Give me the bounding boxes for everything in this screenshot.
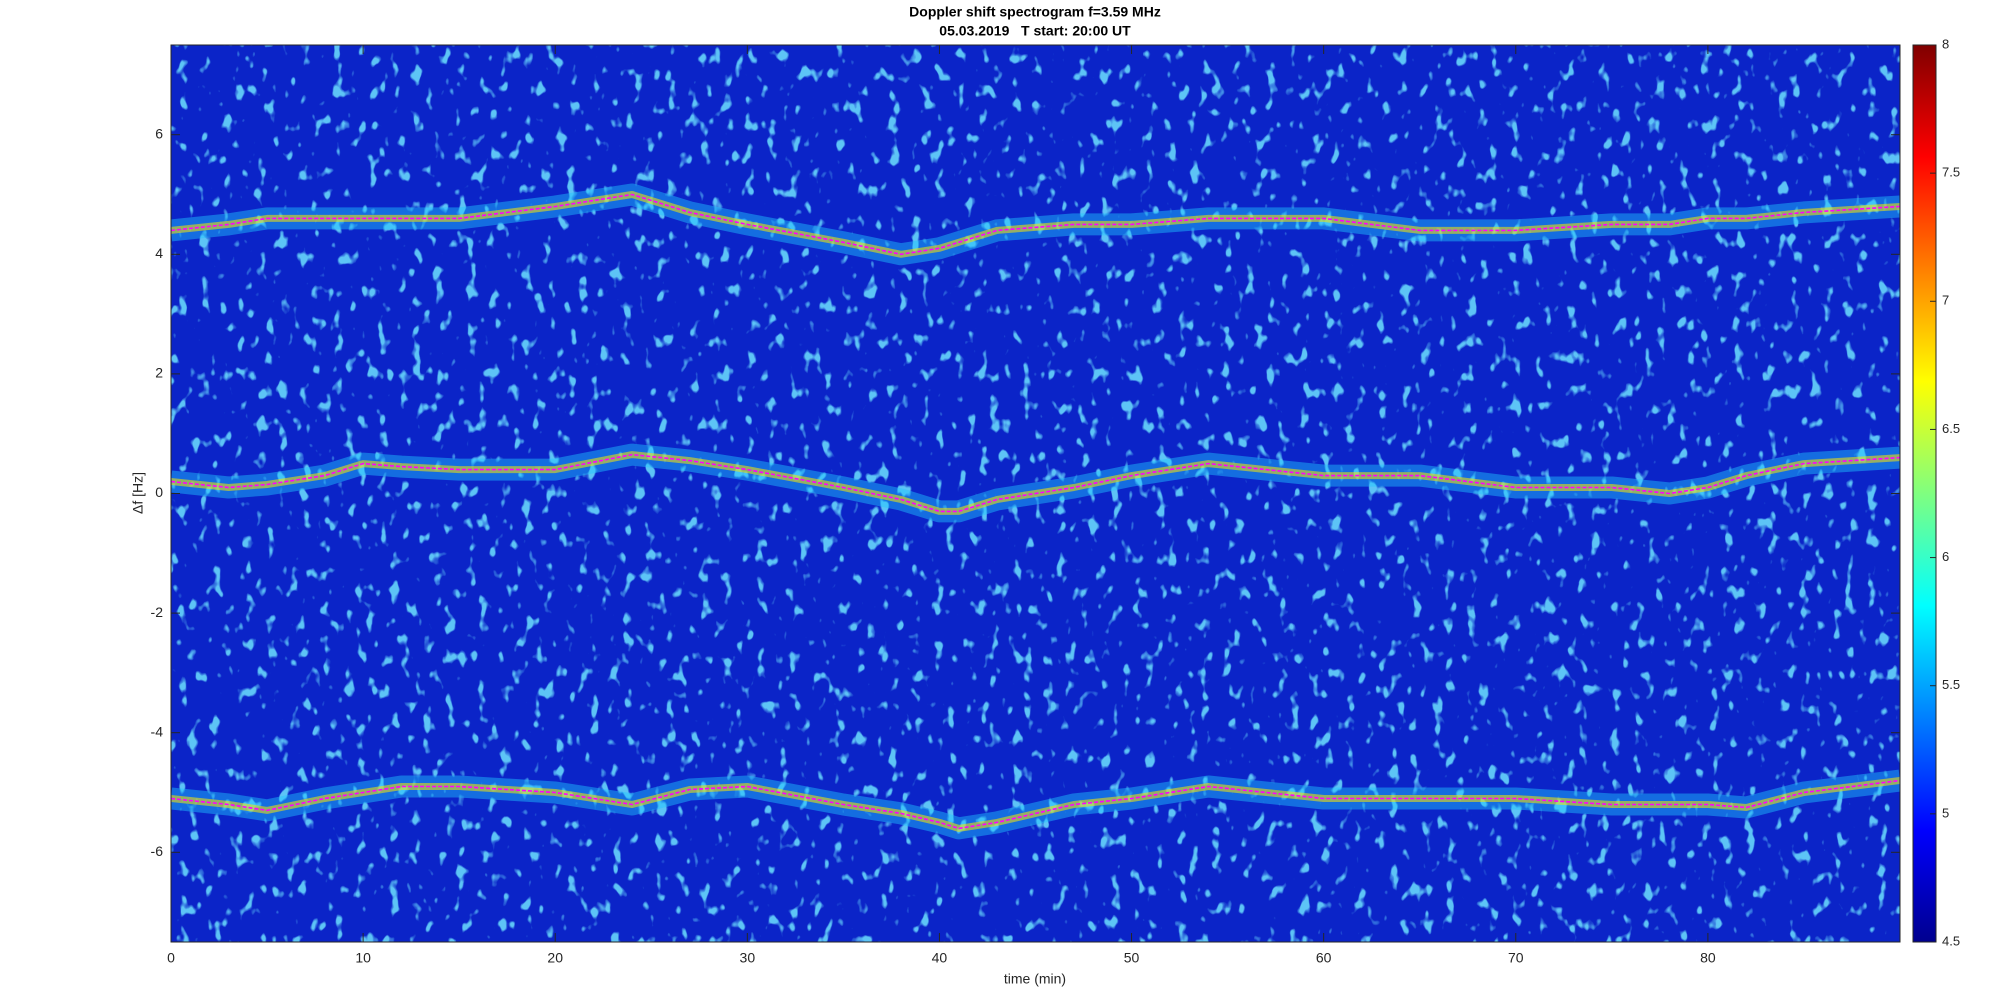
- y-axis-label: Δf [Hz]: [130, 472, 146, 514]
- colorbar-tick-label: 6: [1942, 549, 1949, 564]
- x-tick-label: 60: [1316, 950, 1332, 966]
- y-tick-label: -4: [151, 723, 164, 739]
- colorbar-tick-label: 5.5: [1942, 677, 1960, 692]
- colorbar-tick-label: 7.5: [1942, 165, 1960, 180]
- x-tick-label: 70: [1508, 950, 1524, 966]
- x-tick-label: 50: [1124, 950, 1140, 966]
- trace-line: [171, 779, 1900, 830]
- y-tick-label: 6: [155, 125, 163, 141]
- chart-title: Doppler shift spectrogram f=3.59 MHz: [909, 4, 1161, 20]
- chart-subtitle: 05.03.2019 T start: 20:00 UT: [939, 23, 1131, 39]
- x-tick-label: 10: [355, 950, 371, 966]
- trace-line: [171, 453, 1900, 513]
- colorbar-tick-label: 4.5: [1942, 933, 1960, 948]
- x-tick-label: 0: [167, 950, 175, 966]
- y-tick-label: 2: [155, 365, 163, 381]
- x-tick-label: 30: [740, 950, 756, 966]
- colorbar-tick-label: 8: [1942, 36, 1949, 51]
- y-tick-label: 4: [155, 245, 163, 261]
- x-tick-label: 40: [932, 950, 948, 966]
- x-axis-label: time (min): [1004, 971, 1066, 987]
- colorbar-tick-label: 5: [1942, 805, 1949, 820]
- x-tick-label: 20: [547, 950, 563, 966]
- trace-line: [171, 193, 1900, 256]
- colorbar: [1912, 44, 1937, 943]
- traces: [171, 183, 1900, 840]
- x-tick-label: 80: [1700, 950, 1716, 966]
- y-tick-label: -6: [151, 843, 164, 859]
- colorbar-tick-label: 6.5: [1942, 421, 1960, 436]
- colorbar-tick-label: 7: [1942, 293, 1949, 308]
- y-tick-label: 0: [155, 484, 163, 500]
- y-tick-label: -2: [151, 604, 164, 620]
